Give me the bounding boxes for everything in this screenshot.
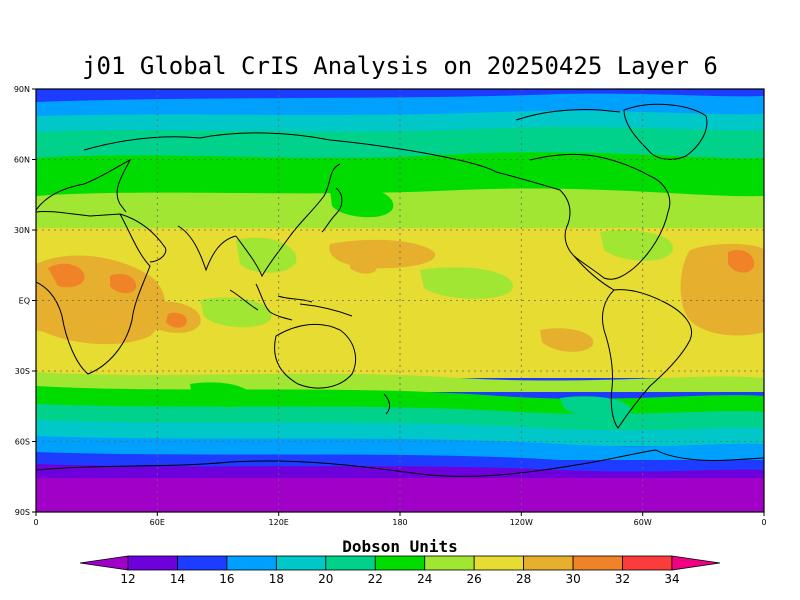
lat-label: 30N xyxy=(14,226,30,235)
colorbar-labels: 12 14 16 18 20 22 24 26 28 30 32 34 xyxy=(120,572,679,586)
colorbar-tick-label: 26 xyxy=(467,572,482,586)
lon-label: 120W xyxy=(510,518,533,527)
colorbar xyxy=(79,555,721,571)
colorbar-segment xyxy=(523,555,574,571)
colorbar-tick-label: 34 xyxy=(664,572,679,586)
band-green-north xyxy=(36,152,764,200)
colorbar-tick-label: 20 xyxy=(318,572,333,586)
graticule xyxy=(36,89,764,512)
colorbar-segment xyxy=(424,555,475,571)
colorbar-tick-label: 18 xyxy=(269,572,284,586)
colorbar-segment xyxy=(622,555,673,571)
colorbar-tick-label: 22 xyxy=(368,572,383,586)
colorbar-segment xyxy=(275,555,327,571)
colorbar-segment xyxy=(473,555,525,571)
colorbar-tick-label: 16 xyxy=(219,572,234,586)
colorbar-segment xyxy=(325,555,376,571)
lat-label: 30S xyxy=(15,367,30,376)
colorbar-tick-label: 24 xyxy=(417,572,432,586)
lat-label: 90S xyxy=(15,508,30,517)
lon-label: 180 xyxy=(392,518,407,527)
colorbar-segment xyxy=(127,555,178,571)
colorbar-segment xyxy=(572,555,623,571)
lon-label: 0 xyxy=(761,518,766,527)
colorbar-tick-label: 30 xyxy=(565,572,580,586)
colorbar-high-arrow xyxy=(671,555,721,571)
lon-label: 0 xyxy=(33,518,38,527)
colorbar-segment xyxy=(177,555,228,571)
lon-label: 60W xyxy=(634,518,652,527)
lon-label: 60E xyxy=(150,518,165,527)
band-antarctic xyxy=(36,478,764,512)
colorbar-low-arrow xyxy=(79,555,129,571)
colorbar-segment xyxy=(226,555,277,571)
tick-marks xyxy=(32,88,765,516)
colorbar-tick-label: 32 xyxy=(615,572,630,586)
lat-label: 60S xyxy=(15,438,30,447)
colorbar-segment xyxy=(374,555,426,571)
lon-labels: 0 60E 120E 180 120W 60W 0 xyxy=(33,518,766,527)
lat-label: EQ xyxy=(19,297,30,306)
colorbar-title: Dobson Units xyxy=(342,537,458,556)
lat-label: 60N xyxy=(14,156,30,165)
lon-label: 120E xyxy=(269,518,289,527)
colorbar-tick-label: 14 xyxy=(170,572,185,586)
colorbar-tick-label: 28 xyxy=(516,572,531,586)
lat-label: 90N xyxy=(14,85,30,94)
map-title: j01 Global CrIS Analysis on 20250425 Lay… xyxy=(82,52,718,80)
coastlines xyxy=(36,103,764,477)
band-light-blue-south xyxy=(36,436,764,460)
lat-labels: 90N 60N 30N EQ 30S 60S 90S xyxy=(14,85,30,517)
colorbar-tick-label: 12 xyxy=(120,572,135,586)
